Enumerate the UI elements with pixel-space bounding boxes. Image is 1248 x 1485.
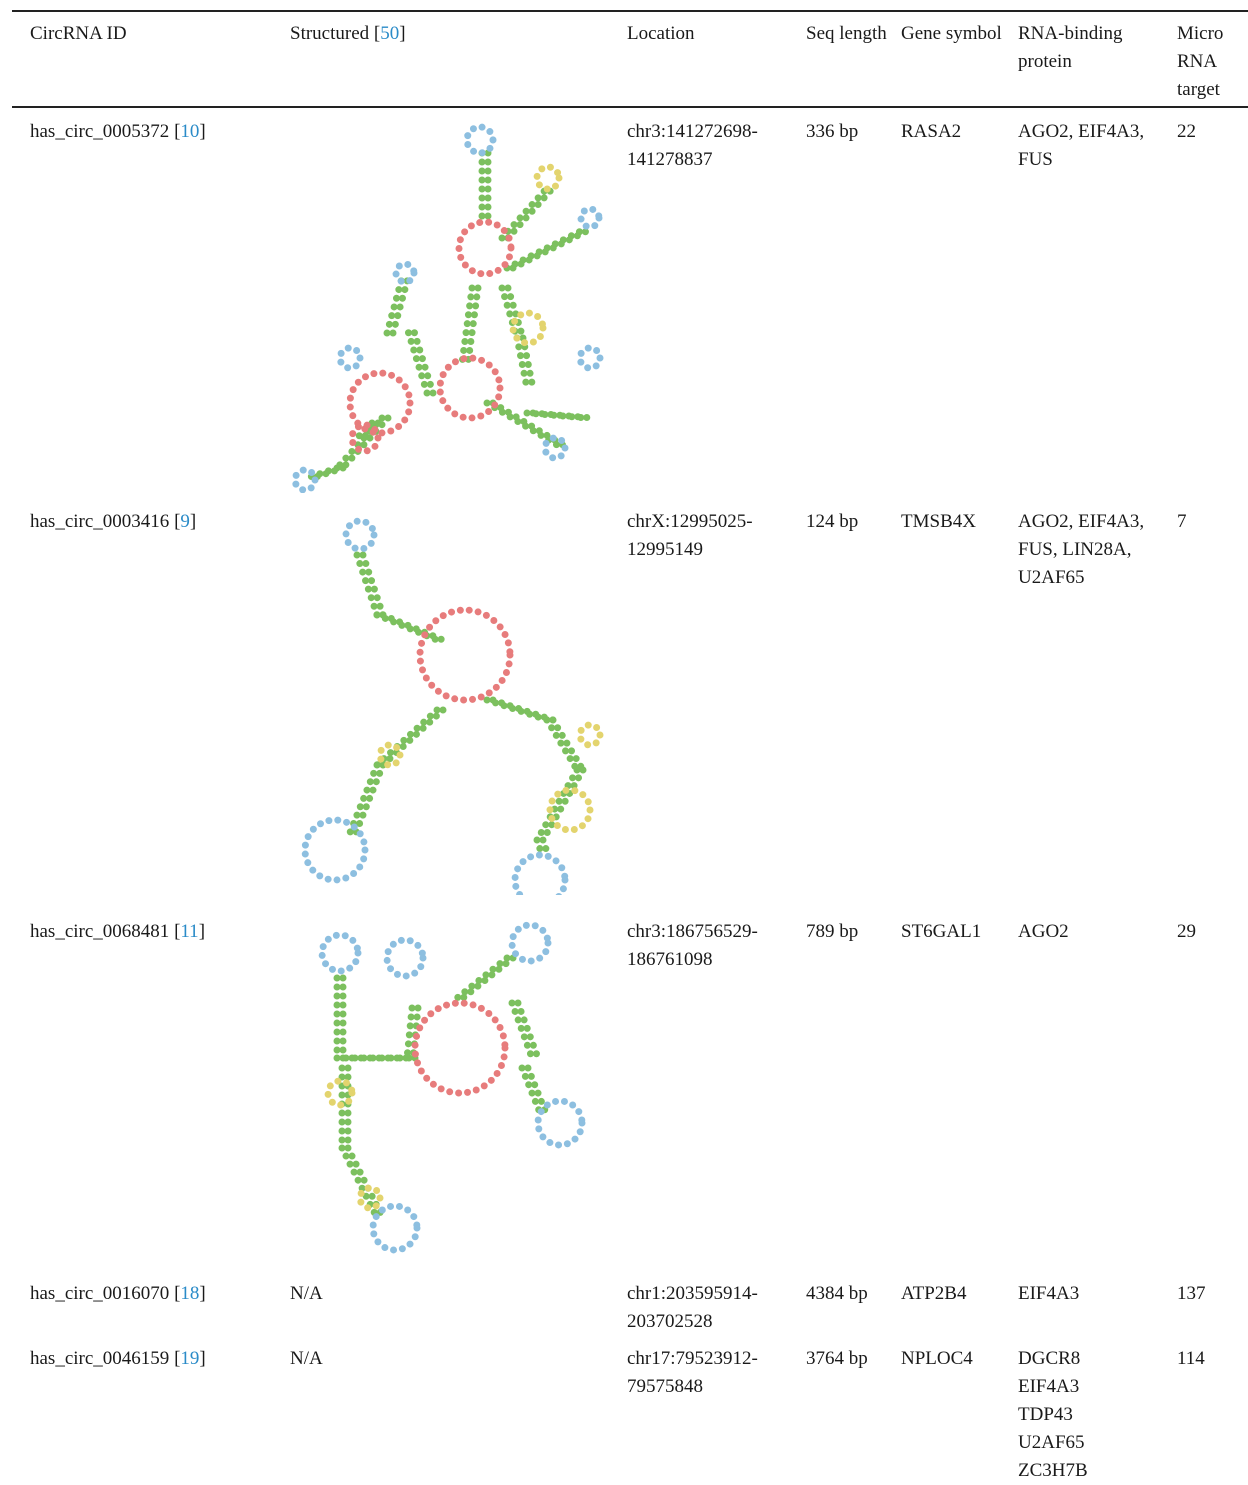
header-text: CircRNA ID <box>30 23 127 44</box>
id-text: has_circ_0046159 <box>30 1348 169 1369</box>
mirna: 7 <box>1177 508 1242 536</box>
column-header: RNA-binding protein <box>1018 20 1173 76</box>
stem <box>502 188 547 238</box>
loop <box>459 222 511 274</box>
id-text: has_circ_0068481 <box>30 921 169 942</box>
circrna-id: has_circ_0016070 [18] <box>30 1280 280 1308</box>
rbp: AGO2, EIF4A3, FUS, LIN28A, U2AF65 <box>1018 508 1173 592</box>
loop <box>581 209 599 227</box>
citation: 19 <box>180 1348 199 1369</box>
circrna-id: has_circ_0068481 [11] <box>30 918 280 946</box>
rbp-item: TDP43 <box>1018 1401 1173 1429</box>
stem <box>342 1148 377 1218</box>
column-header: Seq length <box>806 20 896 48</box>
mirna: 29 <box>1177 918 1242 946</box>
circrna-id: has_circ_0005372 [10] <box>30 118 280 146</box>
citation: 11 <box>180 921 198 942</box>
loop <box>415 1003 505 1093</box>
length: 789 bp <box>806 918 896 946</box>
loop <box>545 438 565 458</box>
loop <box>515 855 565 895</box>
loop <box>467 127 493 153</box>
loop <box>440 358 500 418</box>
rbp: AGO2 <box>1018 918 1173 946</box>
rna-structure <box>290 118 620 493</box>
column-header: CircRNA ID <box>30 20 280 48</box>
id-text: has_circ_0016070 <box>30 1283 169 1304</box>
stem <box>508 188 553 238</box>
rbp-item: DGCR8 <box>1018 1345 1173 1373</box>
stem <box>543 840 548 855</box>
rna-structure <box>290 510 620 895</box>
loop <box>512 925 548 961</box>
rna-structure <box>285 918 615 1273</box>
loop <box>580 725 600 745</box>
column-header: Gene symbol <box>901 20 1016 48</box>
rbp-item: ZC3H7B <box>1018 1457 1173 1485</box>
citation: 9 <box>180 511 190 532</box>
location: chr17:79523912-79575848 <box>627 1345 802 1401</box>
citation: 50 <box>380 23 399 44</box>
stem <box>463 958 513 998</box>
column-header: Location <box>627 20 802 48</box>
column-header: Structured [50] <box>290 20 610 48</box>
header-text: Gene symbol <box>901 23 1002 44</box>
header-text: Location <box>627 23 695 44</box>
header-text: RNA-binding protein <box>1018 23 1123 72</box>
loop <box>295 470 315 490</box>
header-rule <box>12 106 1248 108</box>
loop <box>420 610 510 700</box>
loop <box>346 521 374 549</box>
top-rule <box>12 10 1248 12</box>
stem <box>377 710 437 765</box>
stem <box>457 958 507 998</box>
structure-text: N/A <box>290 1280 323 1308</box>
loop <box>580 348 600 368</box>
gene: ST6GAL1 <box>901 918 1016 946</box>
rbp-item: EIF4A3 <box>1018 1373 1173 1401</box>
loop <box>322 935 358 971</box>
gene: RASA2 <box>901 118 1016 146</box>
stem <box>547 720 577 770</box>
loop <box>340 348 360 368</box>
column-header: Micro RNA target <box>1177 20 1242 104</box>
citation: 10 <box>180 121 199 142</box>
header-text: Structured <box>290 23 369 44</box>
location: chr1:203595914-203702528 <box>627 1280 802 1336</box>
length: 4384 bp <box>806 1280 896 1308</box>
length: 336 bp <box>806 118 896 146</box>
page: CircRNA ID Structured [50] Location Seq len… <box>0 0 1248 1485</box>
gene: ATP2B4 <box>901 1280 1016 1308</box>
header-text: Seq length <box>806 23 887 44</box>
rbp: EIF4A3 <box>1018 1280 1173 1308</box>
location: chr3:186756529-186761098 <box>627 918 802 974</box>
citation: 18 <box>180 1283 199 1304</box>
circrna-id: has_circ_0003416 [9] <box>30 508 280 536</box>
rbp-item: U2AF65 <box>1018 1429 1173 1457</box>
location: chrX:12995025-12995149 <box>627 508 802 564</box>
stem <box>383 710 443 765</box>
mirna: 114 <box>1177 1345 1242 1373</box>
stem <box>553 720 583 770</box>
mirna: 22 <box>1177 118 1242 146</box>
loop <box>305 820 365 880</box>
circrna-id: has_circ_0046159 [19] <box>30 1345 280 1373</box>
loop <box>387 940 423 976</box>
loop <box>513 313 543 343</box>
gene: TMSB4X <box>901 508 1016 536</box>
rbp: AGO2, EIF4A3, FUS <box>1018 118 1173 174</box>
stem <box>353 765 383 840</box>
header-text: Micro RNA target <box>1177 23 1223 100</box>
id-text: has_circ_0005372 <box>30 121 169 142</box>
id-text: has_circ_0003416 <box>30 511 169 532</box>
location: chr3:141272698-141278837 <box>627 118 802 174</box>
length: 3764 bp <box>806 1345 896 1373</box>
loop <box>537 167 559 189</box>
length: 124 bp <box>806 508 896 536</box>
structure-text: N/A <box>290 1345 323 1373</box>
gene: NPLOC4 <box>901 1345 1016 1373</box>
mirna: 137 <box>1177 1280 1242 1308</box>
